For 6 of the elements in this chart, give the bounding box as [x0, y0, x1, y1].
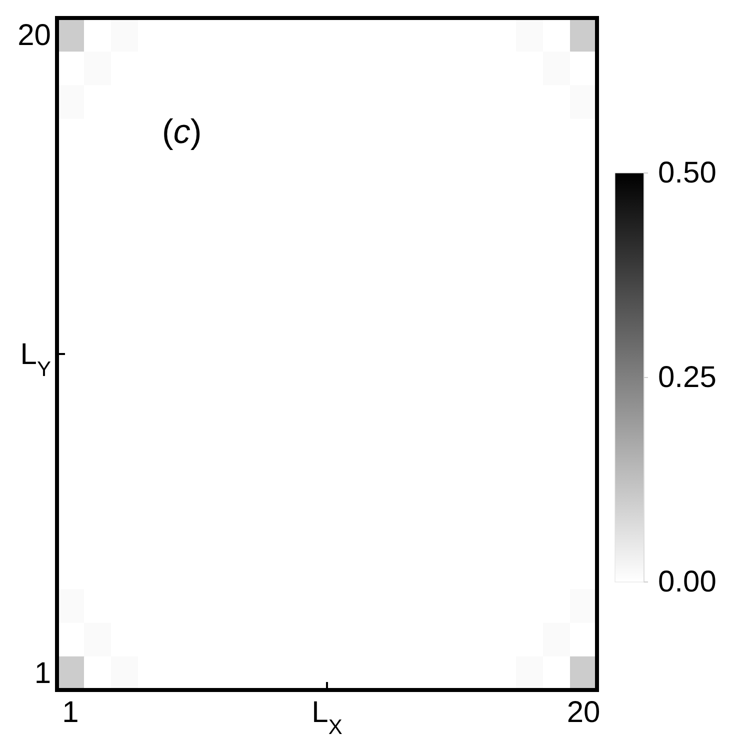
y-axis-title: L$_{Y}$	[20, 338, 51, 380]
annotation: (c)	[162, 113, 202, 151]
color-bar-label: 0.00	[658, 566, 716, 599]
color-bar-label: 0.50	[658, 156, 716, 190]
color-bar-label: 0.25	[658, 361, 716, 394]
x-axis-title: L$_{X}$	[312, 696, 342, 738]
